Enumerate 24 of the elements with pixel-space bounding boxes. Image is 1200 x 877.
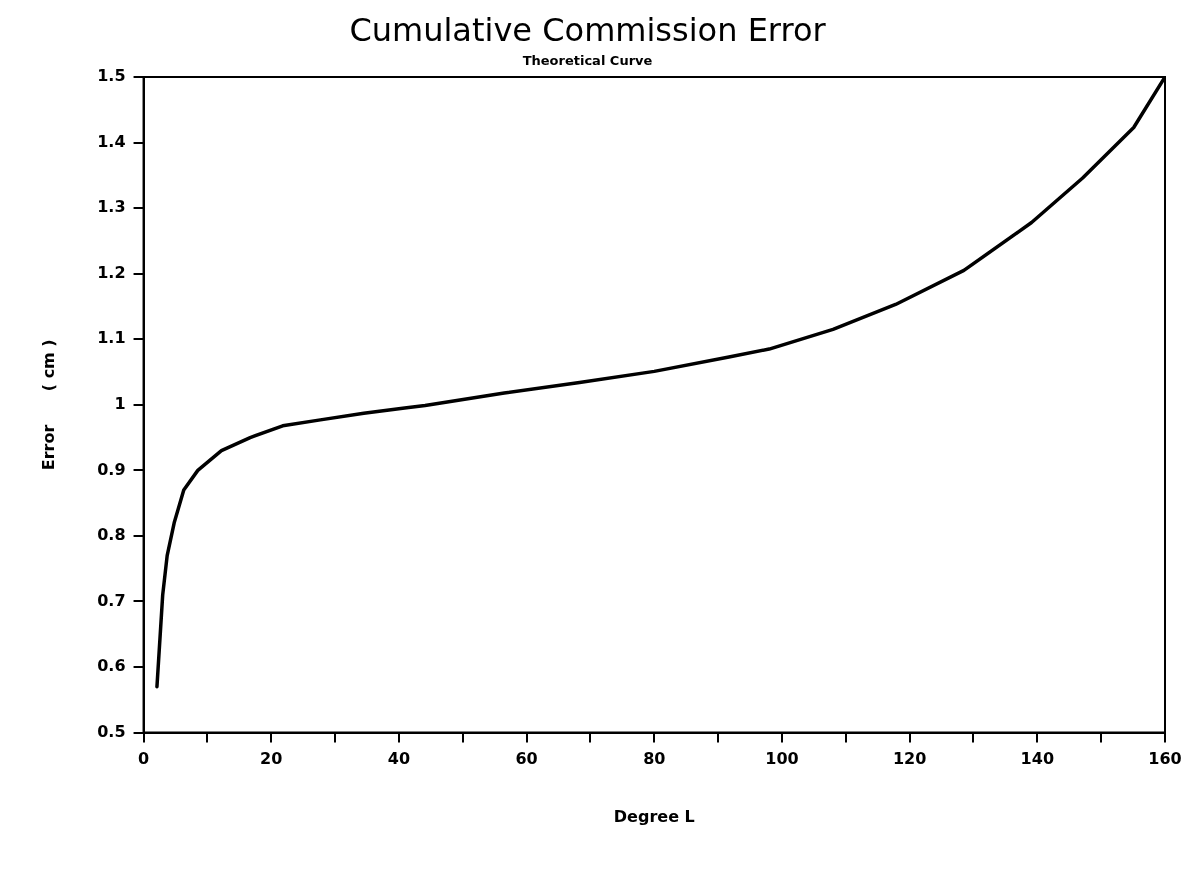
x-tick-label: 100 [765, 749, 799, 769]
y-tick-label: 1.1 [97, 328, 126, 348]
y-tick-label: 0.8 [97, 525, 126, 545]
y-tick-label: 0.7 [97, 590, 126, 610]
y-tick-label: 0.5 [97, 721, 126, 741]
x-axis-title: Degree L [613, 806, 695, 826]
x-tick-label: 80 [643, 749, 666, 769]
x-tick-label: 120 [892, 749, 927, 769]
y-axis-title: Error ( cm ) [38, 339, 58, 471]
x-tick-label: 60 [515, 749, 538, 769]
x-tick-label: 0 [137, 749, 150, 769]
y-tick-label: 1.3 [97, 197, 126, 217]
chart-subtitle: Theoretical Curve [522, 52, 653, 68]
y-tick-label: 0.9 [97, 459, 126, 479]
y-tick-label: 1.2 [97, 262, 126, 282]
x-tick-label: 40 [387, 749, 411, 769]
x-tick-label: 20 [260, 749, 283, 769]
chart-title: Cumulative Commission Error [349, 10, 827, 49]
y-tick-label: 1 [114, 393, 126, 413]
x-tick-label: 140 [1020, 749, 1055, 769]
y-tick-label: 0.6 [97, 656, 126, 676]
y-tick-label: 1.5 [97, 66, 126, 86]
y-tick-label: 1.4 [97, 131, 126, 151]
x-tick-label: 160 [1148, 749, 1182, 769]
